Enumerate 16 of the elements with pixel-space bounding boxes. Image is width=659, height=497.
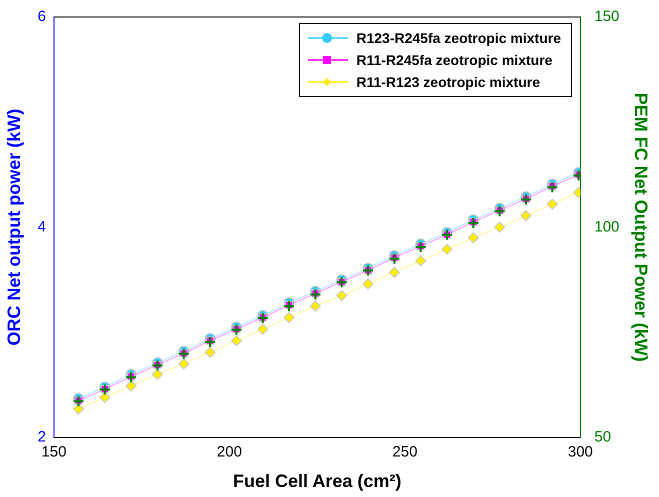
x-tick-label: 250 [392, 444, 418, 461]
legend-label: R11-R245fa zeotropic mixture [356, 52, 552, 68]
x-tick-label: 300 [568, 444, 593, 461]
y-tick-label: 2 [38, 428, 46, 446]
y2-tick-label: 100 [594, 218, 620, 236]
x-tick-label: 200 [216, 444, 242, 461]
y-tick-label: 6 [38, 8, 46, 26]
y2-tick-label: 50 [594, 428, 612, 446]
x-tick-label: 150 [41, 444, 66, 461]
y-tick-label: 4 [38, 218, 46, 236]
y2-axis-title: PEM FC Net Output Power (kW) [631, 92, 652, 362]
y-axis-title: ORC Net output power (kW) [4, 108, 24, 346]
y2-tick-label: 150 [594, 8, 620, 26]
x-axis-title: Fuel Cell Area (cm²) [232, 471, 402, 492]
legend-label: R123-R245fa zeotropic mixture [356, 30, 561, 46]
legend-label: R11-R123 zeotropic mixture [356, 74, 540, 90]
